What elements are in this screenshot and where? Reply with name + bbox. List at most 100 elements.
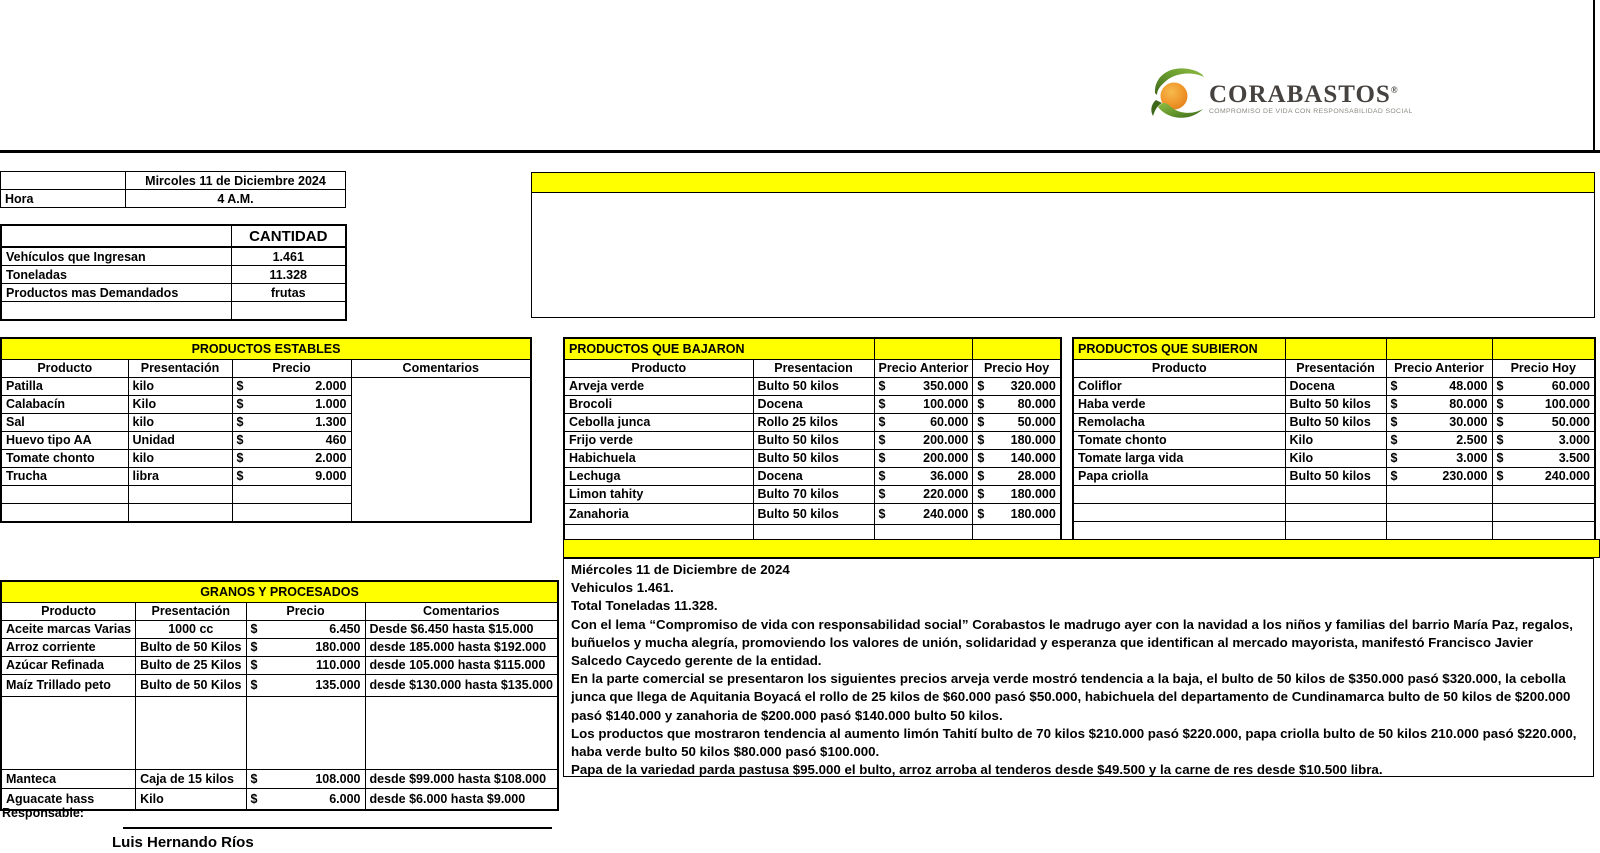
price-cell-content: $9.000 [237,469,347,483]
presentacion-cell [127,484,233,504]
comentarios-cell: desde 105.000 hasta $115.000 [364,655,559,675]
price-value: 9.000 [315,469,347,483]
column-header: Producto [563,358,754,378]
granos-grid: GRANOS Y PROCESADOS Producto Presentación P… [0,580,559,811]
price-value: 6.000 [329,791,361,806]
table-row: PRODUCTOS QUE SUBIERON [1072,337,1596,360]
producto-cell [0,502,129,522]
price-cell-content: $60.000 [879,415,969,429]
price-cell-content: $108.000 [251,772,361,786]
precio-cell: $180.000 [245,637,366,657]
precio-cell [231,502,352,522]
precio-cell: $6.450 [245,619,366,639]
price-value: 50.000 [1017,415,1056,429]
title-filler-cell [873,337,974,360]
currency-symbol: $ [878,379,886,393]
column-header: Presentacion [752,358,875,378]
currency-symbol: $ [236,415,244,429]
precio-hoy-cell [1491,502,1596,522]
precio-anterior-cell: $200.000 [873,448,974,468]
table-row: Limon tahity Bulto 70 kilos $220.000 $180.0… [563,484,1062,504]
currency-symbol: $ [977,415,985,429]
price-cell-content: $60.000 [1497,379,1591,393]
precio-hoy-cell: $180.000 [972,502,1062,525]
column-header: Precio Hoy [1491,358,1596,378]
price-value: 200.000 [923,433,969,447]
responsable-label: Responsable: [2,806,84,820]
precio-anterior-cell: $36.000 [873,466,974,486]
price-cell-content: $100.000 [1497,397,1591,411]
price-value: 48.000 [1449,379,1488,393]
price-cell-content: $230.000 [1391,469,1488,483]
precio-anterior-cell: $80.000 [1385,394,1493,414]
price-value: 50.000 [1551,415,1590,429]
column-header: Precio Anterior [873,358,974,378]
producto-cell: Manteca [0,768,137,789]
column-header: Precio Hoy [972,358,1062,378]
producto-cell: Aguacate hass [0,787,137,811]
table-row: Huevo tipo AA Unidad $460 [0,430,531,450]
currency-symbol: $ [977,379,985,393]
producto-cell: Cebolla junca [563,412,754,432]
precio-hoy-cell: $50.000 [1491,412,1596,432]
presentacion-cell: 1000 cc [135,619,247,639]
price-value: 180.000 [1010,506,1056,521]
currency-symbol: $ [1390,379,1398,393]
table-row: Producto Presentación Precio Comentarios [0,358,532,378]
presentacion-cell: libra [127,466,233,486]
currency-symbol: $ [878,506,886,521]
presentacion-cell: Bulto 70 kilos [752,484,875,504]
producto-cell: Habichuela [563,448,754,468]
table-row: Tomate chonto kilo $2.000 [0,448,531,468]
precio-anterior-cell: $200.000 [873,430,974,450]
logo-tagline: COMPROMISO DE VIDA CON RESPONSABILIDAD S… [1209,108,1413,115]
price-cell-content: $3.000 [1391,451,1488,465]
price-value: 6.450 [329,622,361,636]
precio-anterior-cell [1385,502,1493,522]
precio-cell: $9.000 [231,466,352,486]
date-hora-table: Mircoles 11 de Diciembre 2024 Hora 4 A.M… [0,171,346,208]
cantidad-row-label: Toneladas [0,265,232,284]
signature-line [123,827,552,829]
precio-anterior-cell: $100.000 [873,394,974,414]
price-value: 100.000 [923,397,969,411]
price-cell-content: $220.000 [879,487,969,501]
price-cell-content: $1.000 [237,397,347,411]
producto-cell [0,695,137,770]
precio-anterior-cell: $350.000 [873,376,974,396]
producto-cell [1072,520,1286,540]
presentacion-cell: Unidad [127,430,233,450]
presentacion-cell: kilo [127,376,233,396]
table-row [1072,520,1596,540]
hora-value: 4 A.M. [125,189,346,208]
presentacion-cell: Kilo [135,787,247,811]
price-value: 1.000 [315,397,347,411]
currency-symbol: $ [1496,433,1504,447]
comentarios-cell: desde $6.000 hasta $9.000 [364,787,559,811]
presentacion-cell: Bulto 50 kilos [752,502,875,525]
precio-hoy-cell [1491,520,1596,540]
price-cell-content: $2.000 [237,379,347,393]
price-value: 2.500 [1456,433,1488,447]
table-row: Maíz Trillado peto Bulto de 50 Kilos $135.… [0,673,559,697]
producto-cell: Tomate chonto [0,448,129,468]
column-header: Comentarios [364,601,559,621]
price-cell-content: $180.000 [977,507,1056,521]
price-cell-content: $320.000 [977,379,1056,393]
producto-cell: Coliflor [1072,376,1286,396]
presentacion-cell: Bulto 50 kilos [752,430,875,450]
presentacion-cell: Docena [1284,376,1387,396]
comentarios-cell: Desde $6.450 hasta $15.000 [364,619,559,639]
precio-anterior-cell: $48.000 [1385,376,1493,396]
column-header: Presentación [135,601,247,621]
producto-cell: Lechuga [563,466,754,486]
price-value: 220.000 [923,487,969,501]
currency-symbol: $ [1496,415,1504,429]
precio-hoy-cell: $140.000 [972,448,1062,468]
precio-anterior-cell: $240.000 [873,502,974,525]
presentacion-cell: kilo [127,448,233,468]
price-value: 3.000 [1558,433,1590,447]
precio-cell: $460 [231,430,352,450]
producto-cell: Trucha [0,466,129,486]
page-right-border [1593,0,1595,153]
